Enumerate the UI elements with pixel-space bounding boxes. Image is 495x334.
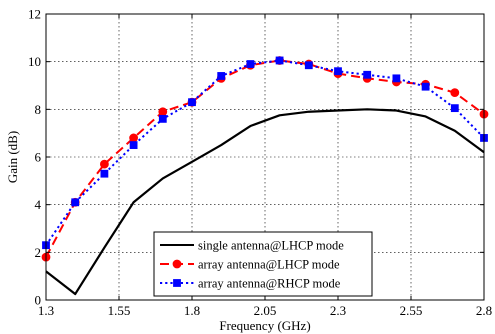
data-point bbox=[334, 67, 342, 76]
x-tick-label: 1.55 bbox=[108, 303, 131, 318]
legend-entry: single antenna@LHCP mode bbox=[198, 239, 344, 253]
data-point bbox=[188, 98, 196, 107]
series-array-antenna-rhcp-mode bbox=[42, 56, 488, 250]
data-point bbox=[392, 74, 401, 83]
data-point bbox=[275, 56, 284, 65]
y-tick-label: 0 bbox=[35, 293, 42, 308]
y-tick-label: 4 bbox=[35, 197, 42, 212]
series-line bbox=[45, 59, 485, 246]
y-tick-label: 12 bbox=[28, 7, 41, 22]
data-point bbox=[304, 61, 313, 70]
grid-lines bbox=[46, 14, 484, 300]
x-tick-label: 2.05 bbox=[254, 303, 277, 318]
data-point bbox=[129, 141, 138, 149]
series-line bbox=[45, 108, 485, 296]
axis-ticks bbox=[45, 13, 485, 301]
data-point bbox=[246, 60, 255, 68]
data-point bbox=[173, 279, 181, 287]
data-point bbox=[100, 159, 109, 169]
data-point bbox=[158, 107, 168, 117]
data-point bbox=[450, 88, 460, 98]
y-tick-label: 8 bbox=[35, 102, 42, 117]
legend-entry: array antenna@LHCP mode bbox=[198, 258, 340, 272]
tick-labels: 1.3 1.55 1.8 2.05 2.3 2.55 2.8 0 2 4 6 8 10 12 bbox=[28, 7, 492, 319]
y-axis-label: Gain (dB) bbox=[5, 131, 20, 183]
legend-entry: array antenna@RHCP mode bbox=[198, 277, 341, 291]
series-line bbox=[45, 59, 485, 258]
x-tick-label: 1.3 bbox=[38, 303, 54, 318]
data-point bbox=[100, 169, 109, 178]
x-axis-label: Frequency (GHz) bbox=[219, 318, 310, 333]
data-point bbox=[71, 198, 80, 207]
x-tick-label: 1.8 bbox=[184, 303, 200, 318]
data-point bbox=[217, 72, 226, 80]
y-tick-label: 6 bbox=[35, 150, 42, 165]
data-series bbox=[41, 56, 489, 296]
legend: single antenna@LHCP mode array antenna@LH… bbox=[153, 231, 373, 297]
y-tick-label: 2 bbox=[35, 245, 42, 260]
data-point bbox=[450, 104, 459, 113]
y-tick-label: 10 bbox=[28, 54, 41, 69]
x-tick-label: 2.8 bbox=[476, 303, 492, 318]
x-tick-label: 2.55 bbox=[400, 303, 423, 318]
data-point bbox=[129, 133, 139, 143]
data-point bbox=[172, 259, 182, 269]
data-point bbox=[421, 82, 430, 91]
x-tick-label: 2.3 bbox=[330, 303, 346, 318]
data-point bbox=[158, 114, 167, 123]
series-single-antenna-lhcp-mode bbox=[45, 108, 485, 296]
data-point bbox=[363, 70, 372, 79]
